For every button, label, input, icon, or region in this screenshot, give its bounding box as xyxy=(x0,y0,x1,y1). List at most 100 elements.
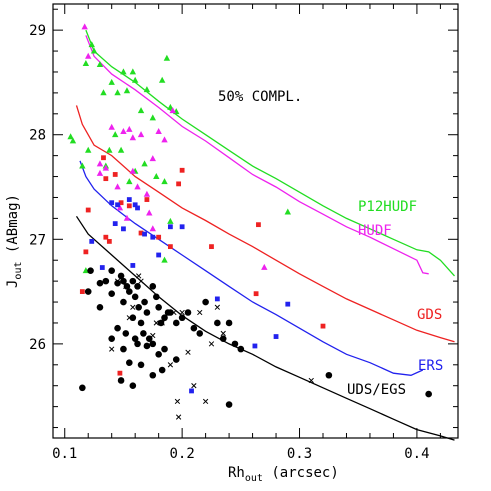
cross-point xyxy=(174,398,181,405)
cross-point xyxy=(167,362,174,368)
square-point xyxy=(150,234,156,240)
dot-point xyxy=(143,342,151,350)
cross-stroke xyxy=(179,309,185,316)
dot-point xyxy=(117,377,125,384)
completeness-curve-hudf xyxy=(85,35,429,275)
triangle-point xyxy=(85,146,92,153)
cross-point xyxy=(153,320,159,326)
x-axis-label: Rhout (arcsec) xyxy=(228,465,339,484)
triangle-point xyxy=(129,134,137,141)
dot-point xyxy=(167,309,174,316)
cross-stroke xyxy=(159,320,165,326)
dot-point xyxy=(141,298,148,306)
cross-point xyxy=(202,398,209,405)
square-point xyxy=(103,234,109,240)
cross-stroke xyxy=(153,320,159,326)
dot-point xyxy=(137,319,145,327)
cross-point xyxy=(109,346,115,352)
x-tick-label: 0.3 xyxy=(287,446,312,462)
triangle-point xyxy=(96,160,104,167)
y-tick-label: 28 xyxy=(29,128,46,144)
dot-point xyxy=(135,303,142,311)
dot-point xyxy=(231,340,239,348)
square-point xyxy=(252,343,258,349)
square-point xyxy=(167,224,173,230)
square-point xyxy=(179,224,185,230)
dot-point xyxy=(129,382,137,390)
cross-point xyxy=(191,383,197,389)
curve-label-hudf: HUDF xyxy=(358,223,392,239)
cross-point xyxy=(214,304,221,310)
triangle-point xyxy=(114,183,121,190)
triangle-point xyxy=(129,68,137,75)
square-point xyxy=(103,176,109,182)
cross-point xyxy=(179,309,185,316)
triangle-point xyxy=(79,162,86,169)
dot-point xyxy=(196,330,204,337)
dot-point xyxy=(184,309,192,316)
square-point xyxy=(126,197,132,202)
cross-stroke xyxy=(130,304,136,310)
dot-point xyxy=(172,356,180,363)
triangle-point xyxy=(126,178,133,185)
cross-stroke xyxy=(138,278,144,284)
x-tick-label: 0.4 xyxy=(404,446,429,462)
square-point xyxy=(132,202,138,208)
triangle-point xyxy=(112,131,119,138)
triangle-point xyxy=(67,133,74,140)
curve-label-p12hudf: P12HUDF xyxy=(358,199,417,215)
dot-point xyxy=(126,288,133,295)
square-point xyxy=(144,197,150,202)
triangle-point xyxy=(149,155,156,162)
cross-point xyxy=(136,273,142,279)
cross-point xyxy=(114,278,121,284)
dot-point xyxy=(96,279,104,287)
triangle-point xyxy=(261,263,268,270)
triangle-point xyxy=(88,41,95,48)
completeness-curve-ers xyxy=(79,160,424,376)
square-point xyxy=(135,205,140,211)
square-point xyxy=(79,289,85,294)
cross-stroke xyxy=(208,341,215,347)
cross-point xyxy=(138,278,144,284)
dot-point xyxy=(202,298,209,306)
triangle-point xyxy=(81,23,88,30)
dot-point xyxy=(131,293,139,301)
cross-stroke xyxy=(174,398,181,405)
square-point xyxy=(106,238,112,244)
y-tick-label: 29 xyxy=(29,23,46,39)
dot-point xyxy=(149,371,157,379)
dot-point xyxy=(158,366,166,374)
square-point xyxy=(320,323,326,329)
square-point xyxy=(253,291,259,297)
dot-point xyxy=(149,283,157,290)
triangle-point xyxy=(146,209,153,216)
square-point xyxy=(189,388,194,394)
curve-label-gds: GDS xyxy=(417,307,442,323)
annotation-50-compl: 50% COMPL. xyxy=(218,89,302,105)
triangle-point xyxy=(134,183,141,190)
cross-stroke xyxy=(126,315,132,321)
curve-label-uds-egs: UDS/EGS xyxy=(347,382,406,398)
triangle-point xyxy=(161,178,168,185)
triangle-point xyxy=(143,86,151,93)
triangle-point xyxy=(85,52,92,59)
dot-point xyxy=(161,345,168,353)
triangle-point xyxy=(82,60,90,67)
triangle-point xyxy=(169,107,176,114)
triangle-point xyxy=(161,136,168,143)
square-point xyxy=(285,301,291,307)
cross-point xyxy=(197,309,203,316)
triangle-point xyxy=(114,89,121,96)
dot-point xyxy=(120,345,127,353)
dot-point xyxy=(117,272,125,280)
triangle-point xyxy=(123,87,131,94)
square-point xyxy=(130,263,136,268)
dot-point xyxy=(137,361,145,369)
square-point xyxy=(118,200,124,206)
cross-point xyxy=(126,315,132,321)
square-point xyxy=(112,172,118,177)
dot-point xyxy=(225,319,233,327)
square-point xyxy=(117,370,123,376)
triangle-point xyxy=(126,125,133,132)
